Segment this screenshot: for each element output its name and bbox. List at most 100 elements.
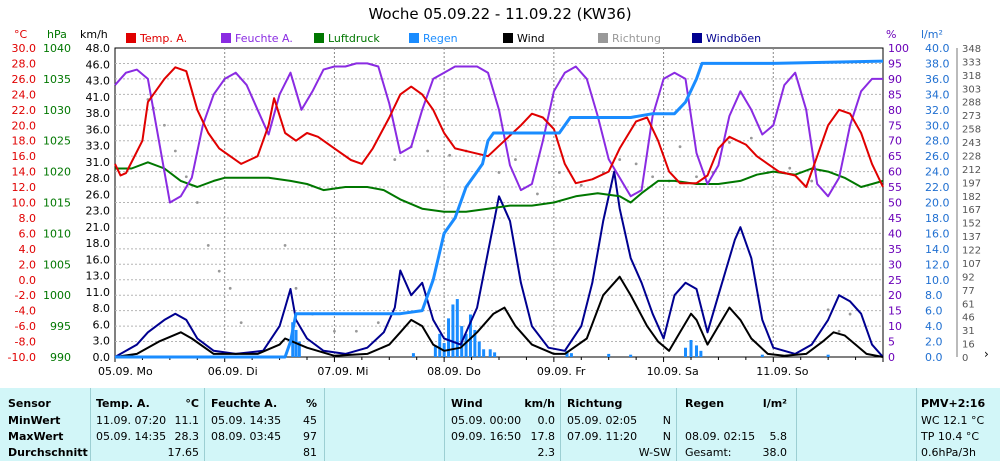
wind-min-time: 05.09. 00:00	[451, 414, 521, 427]
wind-tick-label: 6.0	[93, 318, 111, 331]
temp-min-time: 11.09. 07:20	[96, 414, 166, 427]
rain-bar	[412, 353, 415, 357]
wind-tick-label: 13.0	[86, 270, 111, 283]
pressure-tick-label: 1035	[43, 73, 71, 86]
chart-title: Woche 05.09.22 - 11.09.22 (KW36)	[368, 5, 631, 23]
humidity-tick-label: 50	[888, 197, 902, 210]
dir-min-time: 05.09. 02:05	[567, 414, 637, 427]
series-line-temp-a-	[115, 67, 883, 187]
direction-point	[240, 321, 243, 324]
wind-min-value: 0.0	[538, 414, 556, 427]
wind-tick-label: 3.0	[93, 335, 111, 348]
direction-point	[580, 184, 583, 187]
direction-point	[558, 171, 561, 174]
rain-bar	[447, 318, 450, 357]
direction-tick-label: 137	[962, 232, 981, 243]
plot-area	[115, 61, 883, 357]
wind-tick-label: 31.0	[86, 156, 111, 169]
direction-point	[838, 330, 841, 333]
rain-tick-label: 6.0	[925, 305, 943, 318]
legend-swatch	[126, 33, 136, 43]
humidity-tick-label: 90	[888, 73, 902, 86]
rain-max-value: 5.8	[770, 430, 788, 443]
direction-point	[618, 158, 621, 161]
pressure-tick-label: 1015	[43, 197, 71, 210]
temp-tick-label: 14.0	[12, 166, 37, 179]
dew-point: TP 10.4 °C	[921, 430, 979, 443]
legend-swatch	[314, 33, 324, 43]
direction-point	[295, 287, 298, 290]
wind-avg-value: 2.3	[538, 446, 556, 459]
temp-tick-label: 22.0	[12, 104, 37, 117]
x-tick-label: 07.09. Mi	[317, 365, 368, 375]
temp-tick-label: -8.0	[15, 336, 36, 349]
wind-tick-label: 33.0	[86, 140, 111, 153]
temp-tick-label: 26.0	[12, 73, 37, 86]
direction-point	[163, 124, 166, 127]
direction-point	[393, 158, 396, 161]
pressure-tick-label: 995	[50, 320, 71, 333]
wind-tick-label: 41.0	[86, 91, 111, 104]
direction-tick-label: 212	[962, 165, 981, 176]
rain-bar	[493, 352, 496, 357]
sensor-header: Sensor	[8, 397, 51, 410]
temp-tick-label: 20.0	[12, 119, 37, 132]
temp-max-time: 05.09. 14:35	[96, 430, 166, 443]
rain-bar	[761, 355, 764, 357]
wind-chill: WC 12.1 °C	[921, 414, 984, 427]
direction-tick-label: 152	[962, 219, 981, 230]
dir-min-value: N	[663, 414, 671, 427]
dir-max-value: N	[663, 430, 671, 443]
wind-tick-label: 36.0	[86, 123, 111, 136]
grid	[115, 48, 883, 362]
direction-tick-label: 31	[962, 326, 975, 337]
rain-tick-label: 16.0	[925, 227, 950, 240]
humidity-tick-label: 30	[888, 258, 902, 271]
rain-tick-label: 10.0	[925, 274, 950, 287]
direction-point	[728, 141, 731, 144]
direction-point	[849, 313, 852, 316]
direction-point	[635, 162, 638, 165]
humidity-tick-label: 35	[888, 243, 902, 256]
rain-tick-label: 34.0	[925, 88, 950, 101]
hum-max-value: 97	[303, 430, 317, 443]
rain-bar	[684, 348, 687, 357]
pressure-unit-label: hPa	[47, 28, 67, 41]
direction-tick-label: 0	[962, 353, 968, 364]
rain-tick-label: 12.0	[925, 258, 950, 271]
rain-tick-label: 4.0	[925, 320, 943, 333]
wind-tick-label: 46.0	[86, 58, 111, 71]
wind-tick-label: 16.0	[86, 253, 111, 266]
temp-tick-label: 10.0	[12, 197, 37, 210]
wind-tick-label: 21.0	[86, 221, 111, 234]
rain-bar	[629, 355, 632, 357]
wind-unit: km/h	[524, 397, 555, 410]
temp-tick-label: -10.0	[8, 351, 36, 364]
rain-max-time: 08.09. 02:15	[685, 430, 755, 443]
rain-tick-label: 14.0	[925, 243, 950, 256]
direction-tick-label: 122	[962, 246, 981, 257]
humidity-tick-label: 40	[888, 227, 902, 240]
direction-point	[377, 321, 380, 324]
pressure-tick-label: 1030	[43, 104, 71, 117]
x-tick-label: 10.09. Sa	[647, 365, 699, 375]
humidity-tick-label: 25	[888, 274, 902, 287]
temp-tick-label: 24.0	[12, 88, 37, 101]
rain-bar	[438, 334, 441, 357]
direction-tick-label: 273	[962, 111, 981, 122]
legend-label: Regen	[423, 32, 458, 45]
direction-tick-label: 77	[962, 286, 975, 297]
wind-tick-label: 48.0	[86, 42, 111, 55]
temp-tick-label: 8.0	[19, 212, 37, 225]
direction-point	[355, 330, 358, 333]
legend-label: Feuchte A.	[235, 32, 293, 45]
legend-swatch	[409, 33, 419, 43]
pressure-trend: 0.6hPa/3h	[921, 446, 976, 459]
wind-tick-label: 18.0	[86, 237, 111, 250]
temp-unit: °C	[185, 397, 199, 410]
rain-bar	[827, 355, 830, 357]
pmv-header: PMV+2:16	[921, 397, 985, 410]
humidity-tick-label: 20	[888, 289, 902, 302]
wind-tick-label: 43.0	[86, 75, 111, 88]
rain-tick-label: 32.0	[925, 104, 950, 117]
